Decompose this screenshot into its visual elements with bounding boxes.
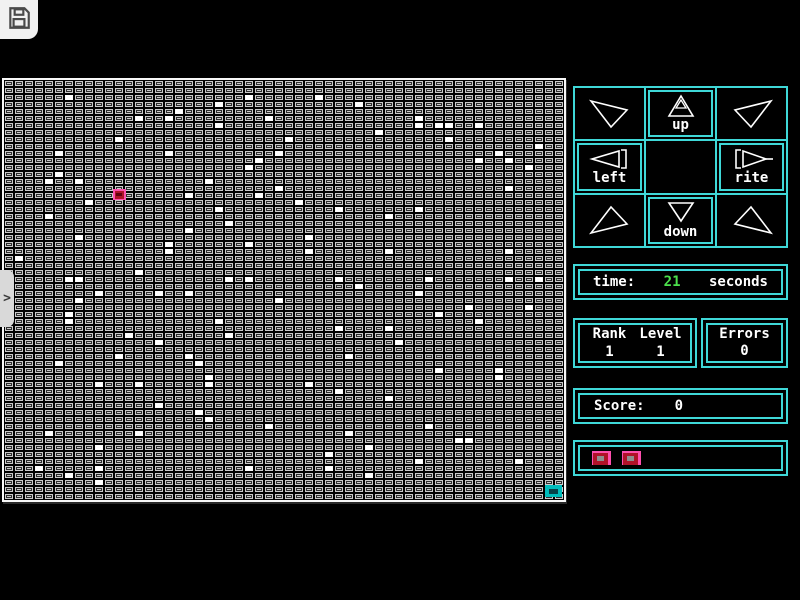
save-button[interactable] — [0, 0, 38, 39]
arrow-up-icon — [659, 94, 703, 118]
time-unit: seconds — [708, 274, 768, 290]
dpad-rite-label: rite — [734, 170, 769, 187]
dpad-down-left-button[interactable] — [575, 194, 644, 246]
dpad-rite-button[interactable]: rite — [717, 141, 786, 193]
errors-label: Errors — [719, 326, 770, 342]
errors-value: 0 — [740, 343, 749, 359]
dpad-up-button[interactable]: up — [646, 88, 715, 140]
score-value: 0 — [674, 398, 684, 414]
dpad-up-label: up — [672, 117, 689, 134]
maze-canvas[interactable] — [4, 80, 564, 500]
life-sprite — [592, 451, 611, 465]
arrow-up-left-icon — [586, 96, 634, 132]
lives-panel — [573, 440, 788, 476]
dpad-down-button[interactable]: down — [646, 194, 715, 246]
time-value: 21 — [663, 274, 681, 290]
score-label: Score: — [594, 398, 645, 414]
rank-label: Rank — [592, 325, 627, 342]
dpad-center-cell — [646, 141, 715, 193]
rank-level-panel: Rank Level 1 1 — [573, 318, 697, 368]
arrow-up-right-icon — [728, 96, 776, 132]
dpad: up left rite — [573, 86, 788, 248]
arrow-down-icon — [659, 201, 703, 225]
arrow-left-icon — [588, 147, 632, 171]
time-panel: time: 21 seconds — [573, 264, 788, 300]
dpad-down-right-button[interactable] — [717, 194, 786, 246]
dpad-left-label: left — [592, 170, 627, 187]
score-panel: Score: 0 — [573, 388, 788, 424]
dpad-down-label: down — [663, 223, 698, 240]
arrow-down-left-icon — [586, 202, 634, 238]
dpad-up-left-button[interactable] — [575, 88, 644, 140]
lives-row — [578, 445, 783, 471]
rank-value: 1 — [605, 343, 614, 360]
save-icon — [6, 5, 32, 35]
arrow-right-icon — [730, 147, 774, 171]
level-value: 1 — [656, 343, 665, 360]
life-sprite — [622, 451, 641, 465]
dpad-left-button[interactable]: left — [575, 141, 644, 193]
dpad-up-right-button[interactable] — [717, 88, 786, 140]
level-label: Level — [639, 325, 682, 342]
errors-panel: Errors 0 — [701, 318, 788, 368]
maze-field — [2, 78, 566, 502]
time-label: time: — [593, 274, 636, 290]
arrow-down-right-icon — [728, 202, 776, 238]
side-panel-tab[interactable]: > — [0, 270, 14, 327]
chevron-right-icon: > — [3, 291, 11, 306]
